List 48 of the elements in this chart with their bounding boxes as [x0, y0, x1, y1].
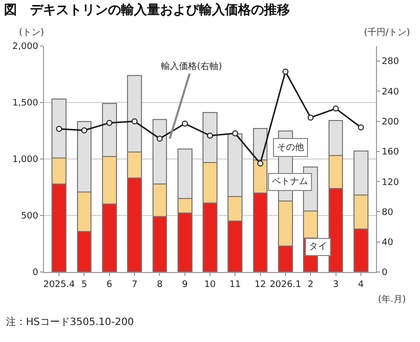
text: 注：HSコード3505.10-200 [6, 316, 134, 328]
x-tick-label: 2025.4 [43, 280, 76, 290]
x-tick-label: 11 [229, 280, 241, 290]
y2-tick-label: 120 [382, 178, 400, 188]
y2-tick-label: 0 [382, 268, 388, 278]
y2-tick-label: 160 [382, 148, 400, 158]
series-label: ベトナム [272, 177, 308, 187]
y-tick-label: 500 [21, 212, 38, 222]
y2-tick-label: 80 [382, 208, 394, 218]
x-tick-label: 8 [156, 280, 163, 290]
point [358, 124, 364, 130]
point [308, 114, 314, 121]
y2-tick-label: 280 [382, 57, 400, 68]
point [232, 130, 238, 136]
point [282, 68, 288, 75]
series-label: その他 [277, 142, 304, 153]
x-tick-label: 7 [132, 280, 138, 290]
y2-tick-label: 240 [382, 87, 400, 98]
x-tick-label: 5 [81, 280, 88, 290]
x-tick-label: 3 [332, 280, 339, 290]
x-tick-label: 2026.1 [270, 280, 302, 290]
point [156, 136, 163, 142]
x-tick-label: 4 [358, 280, 364, 290]
y2-tick-label: 200 [382, 117, 400, 128]
point [56, 126, 62, 132]
y-tick-label: 1,000 [12, 155, 38, 166]
point [81, 127, 88, 134]
point [106, 120, 112, 126]
y2-tick-label: 40 [382, 238, 394, 248]
point [207, 132, 213, 139]
point [132, 118, 138, 124]
y-tick-label: 1,500 [12, 98, 38, 109]
chart-title: 図 デキストリンの輸入量および輸入価格の推移 [4, 2, 290, 18]
y-tick-label: 0 [32, 268, 38, 278]
point [182, 120, 188, 127]
point [332, 106, 339, 112]
x-axis-title: (年.月) [378, 294, 406, 305]
y2-axis-title: (千円/トン) [364, 27, 410, 38]
series-label: タイ [309, 242, 327, 252]
y-axis-title: (トン) [19, 28, 44, 38]
x-tick-label: 10 [204, 280, 216, 290]
x-tick-label: 12 [254, 280, 266, 290]
x-tick-label: 9 [182, 280, 188, 290]
text: 輸入価格(右軸) [161, 61, 222, 72]
y-tick-label: 2,000 [12, 42, 38, 52]
x-tick-label: 2 [308, 280, 314, 290]
x-tick-label: 6 [106, 280, 113, 290]
point [257, 160, 264, 167]
